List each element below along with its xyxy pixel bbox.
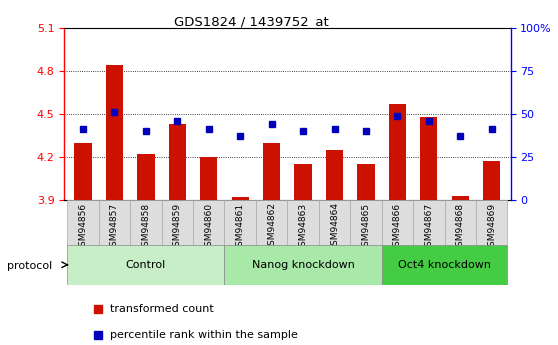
Bar [389, 104, 406, 200]
Bar [350, 200, 382, 247]
Bar [224, 200, 256, 247]
Bar [130, 200, 162, 247]
Text: GSM94863: GSM94863 [299, 203, 307, 252]
Text: GSM94867: GSM94867 [424, 203, 434, 252]
Bar [357, 164, 374, 200]
Bar [295, 164, 312, 200]
Text: Control: Control [126, 260, 166, 270]
Text: GSM94858: GSM94858 [141, 203, 151, 252]
Bar [263, 142, 280, 200]
Text: GSM94869: GSM94869 [487, 203, 496, 252]
Bar [256, 200, 287, 247]
Text: protocol: protocol [7, 262, 52, 271]
Bar [68, 200, 99, 247]
Bar [68, 245, 224, 285]
Text: GSM94860: GSM94860 [204, 203, 213, 252]
Bar [451, 196, 469, 200]
Text: GSM94862: GSM94862 [267, 203, 276, 252]
Bar [106, 65, 123, 200]
Bar [287, 200, 319, 247]
Text: GSM94856: GSM94856 [79, 203, 88, 252]
Text: GSM94866: GSM94866 [393, 203, 402, 252]
Bar [413, 200, 445, 247]
Bar [137, 154, 155, 200]
Text: GSM94864: GSM94864 [330, 203, 339, 252]
Text: Oct4 knockdown: Oct4 knockdown [398, 260, 491, 270]
Text: GSM94859: GSM94859 [173, 203, 182, 252]
Bar [162, 200, 193, 247]
Bar [99, 200, 130, 247]
Bar [232, 197, 249, 200]
Text: Nanog knockdown: Nanog knockdown [252, 260, 354, 270]
Bar [476, 200, 507, 247]
Text: GSM94857: GSM94857 [110, 203, 119, 252]
Bar [445, 200, 476, 247]
Bar [483, 161, 501, 200]
Text: GSM94865: GSM94865 [362, 203, 371, 252]
Text: percentile rank within the sample: percentile rank within the sample [110, 330, 298, 340]
Bar [193, 200, 224, 247]
Bar [420, 117, 437, 200]
Text: GSM94868: GSM94868 [456, 203, 465, 252]
Bar [224, 245, 382, 285]
Text: GDS1824 / 1439752_at: GDS1824 / 1439752_at [174, 16, 329, 29]
Text: transformed count: transformed count [110, 304, 214, 314]
Bar [169, 124, 186, 200]
Bar [326, 150, 343, 200]
Bar [382, 245, 507, 285]
Text: GSM94861: GSM94861 [235, 203, 245, 252]
Bar [74, 142, 92, 200]
Bar [200, 157, 218, 200]
Bar [382, 200, 413, 247]
Bar [319, 200, 350, 247]
